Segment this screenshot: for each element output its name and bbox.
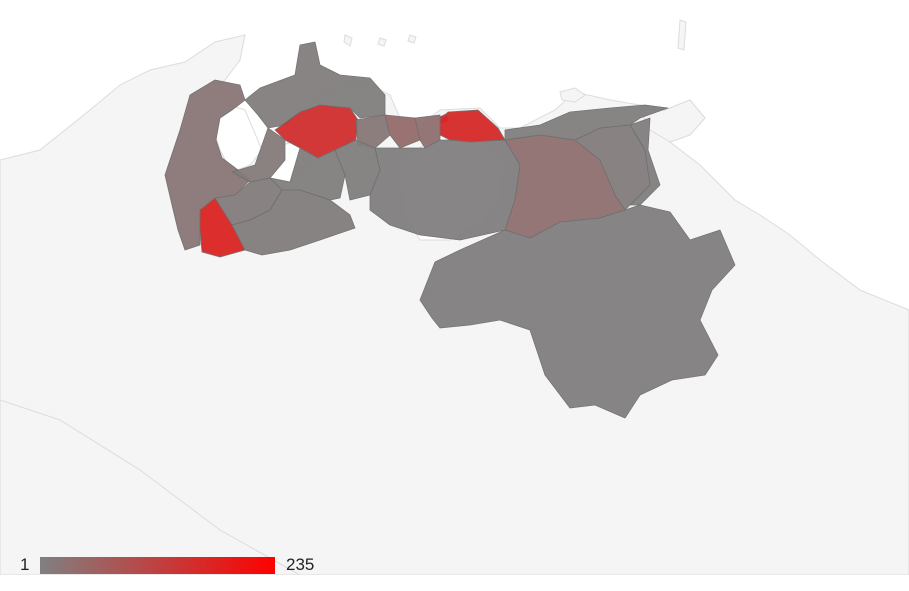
map[interactable] (0, 0, 909, 575)
map-canvas (0, 19, 909, 575)
region-bolivar[interactable] (419, 204, 736, 419)
region-barinas[interactable] (231, 189, 356, 256)
region-carabobo[interactable] (384, 114, 421, 149)
region-sucre[interactable] (504, 104, 669, 141)
region-zulia[interactable] (164, 79, 251, 251)
color-legend: 1 235 (0, 553, 340, 577)
legend-gradient-bar (40, 557, 275, 574)
region-layer (164, 41, 736, 419)
legend-max-label: 235 (286, 555, 315, 574)
region-guarico[interactable] (369, 139, 521, 241)
legend-min-label: 1 (20, 555, 30, 574)
region-miranda[interactable] (439, 109, 506, 143)
